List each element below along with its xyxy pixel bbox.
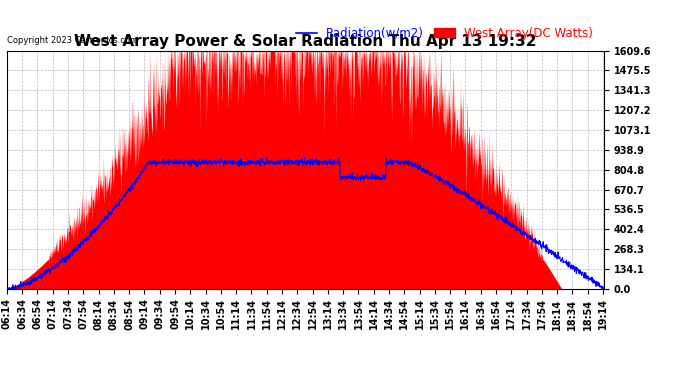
Legend: Radiation(w/m2), West Array(DC Watts): Radiation(w/m2), West Array(DC Watts): [290, 22, 598, 45]
Title: West Array Power & Solar Radiation Thu Apr 13 19:32: West Array Power & Solar Radiation Thu A…: [74, 34, 537, 50]
Text: Copyright 2023 Cartronics.com: Copyright 2023 Cartronics.com: [7, 36, 138, 45]
